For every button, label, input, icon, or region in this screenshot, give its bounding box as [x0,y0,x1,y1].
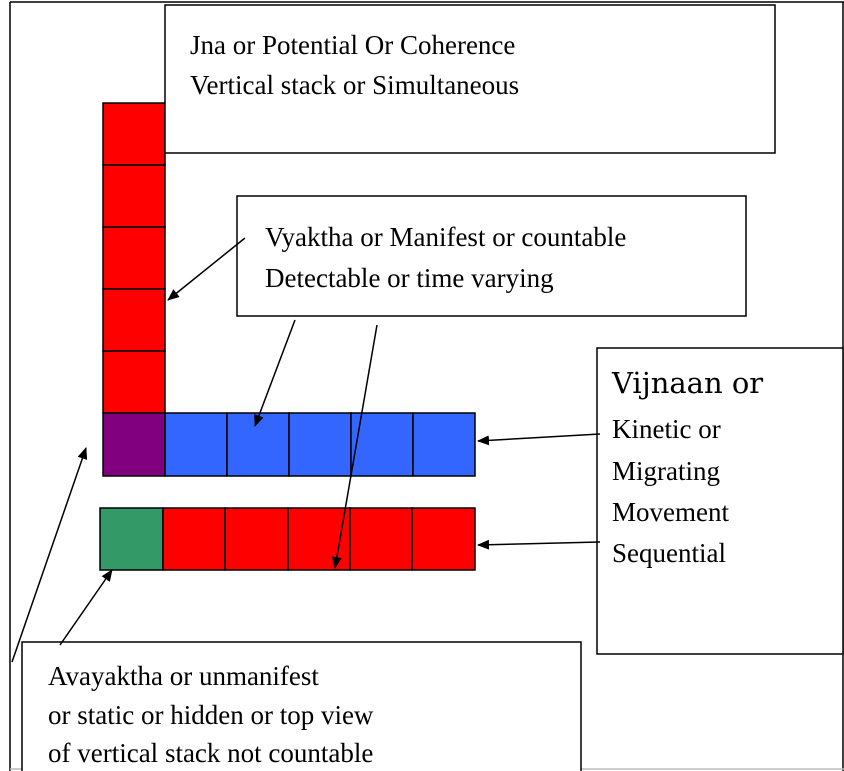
box-text: Vyaktha or Manifest or countable [265,222,626,252]
box-text: Avayaktha or unmanifest [48,661,319,691]
box-text: Detectable or time varying [265,263,554,293]
box-text: Migrating [612,456,720,486]
box-text: Kinetic or [612,414,721,444]
vertical-stack [102,102,166,414]
blue-row [102,412,476,477]
box-kinetic: Vijnaan or Kinetic or Migrating Movement… [596,347,844,655]
box-text: Sequential [612,538,726,568]
arrows [11,237,601,663]
box-unmanifest: Avayaktha or unmanifest or static or hid… [21,641,582,771]
box-text: Movement [612,497,729,527]
box-potential: Jna or Potential Or Coherence Vertical s… [164,4,776,154]
box-text: Jna or Potential Or Coherence [190,30,515,60]
box-text: Vijnaan or [611,366,763,400]
box-text: or static or hidden or top view [48,700,374,730]
box-text: Vertical stack or Simultaneous [190,70,519,100]
box-manifest: Vyaktha or Manifest or countable Detecta… [236,195,747,317]
red-row [99,507,476,571]
box-text: of vertical stack not countable [48,738,373,768]
